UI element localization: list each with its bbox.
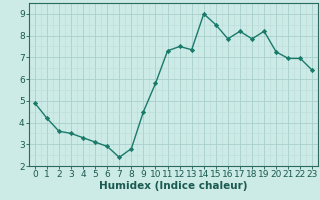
X-axis label: Humidex (Indice chaleur): Humidex (Indice chaleur) [99, 181, 248, 191]
